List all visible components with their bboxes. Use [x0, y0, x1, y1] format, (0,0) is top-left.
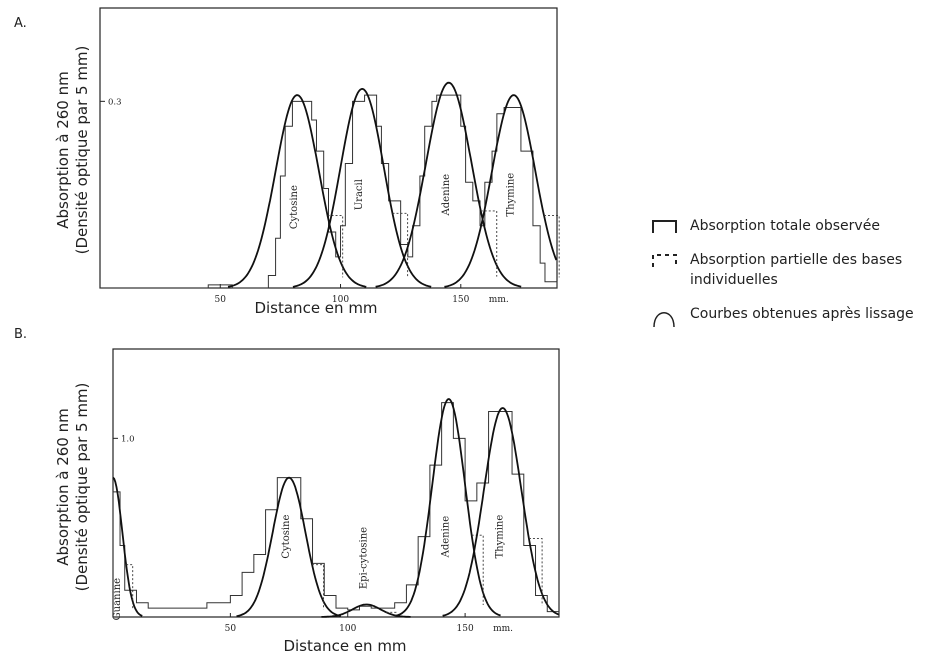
- legend-item-smooth: Courbes obtenues après lissage: [650, 304, 945, 338]
- panel-a-partial-step-adenine: [480, 210, 498, 277]
- panel-b-x-axis-label: Distance en mm: [283, 637, 407, 655]
- solid-step-icon: [652, 220, 677, 233]
- panel-a-x-tick-label: 50: [215, 295, 227, 305]
- legend-label-partial: Absorption partielle des bases individue…: [690, 252, 903, 288]
- panel-b-peak-label-cytosine: Cytosine: [281, 515, 292, 559]
- panel-a-peak-label-adenine: Adenine: [441, 174, 452, 217]
- panel-a-peak-label-uracil: Uracil: [354, 179, 365, 210]
- panel-b-x-tick-label: 100: [339, 624, 356, 634]
- panel-a-partial-step-thymine: [544, 215, 560, 278]
- panel-b-partial-step-guanine: [126, 564, 134, 610]
- panel-b-y-tick-label: 1.0: [121, 434, 135, 444]
- panel-a-plot-frame: [99, 7, 558, 289]
- panel-b-peak-label-thymine: Thymine: [495, 515, 506, 559]
- panel-a-smooth-curve-thymine: [444, 94, 558, 288]
- panel-a-letter: A.: [14, 16, 27, 31]
- panel-b-x-unit-label: mm.: [493, 624, 513, 634]
- panel-b-peak-label-epi-cytosine: Epi-cytosine: [359, 527, 370, 589]
- panel-b-partial-step-cytosine: [312, 564, 325, 610]
- arch-curve-icon: [653, 312, 675, 328]
- legend-label-total: Absorption totale observée: [690, 218, 880, 234]
- panel-a-peak-label-thymine: Thymine: [506, 173, 517, 217]
- panel-a-smooth-curve-adenine: [375, 81, 522, 288]
- panel-a-x-unit-label: mm.: [489, 295, 509, 305]
- panel-b-x-tick-label: 50: [225, 624, 237, 634]
- panel-a-smooth-curve-uracil: [292, 87, 432, 288]
- panel-a-x-tick-label: 100: [332, 295, 349, 305]
- legend: Absorption totale observée Absorption pa…: [650, 216, 945, 338]
- panel-a-partial-step-cytosine: [327, 215, 344, 278]
- panel-a-peak-label-cytosine: Cytosine: [289, 185, 300, 229]
- panel-a-smooth-curve-cytosine: [227, 94, 367, 288]
- panel-b-peak-label-adenine: Adenine: [441, 516, 452, 559]
- legend-item-total: Absorption totale observée: [650, 216, 945, 250]
- panel-b-plot-frame: [112, 348, 560, 618]
- panel-a-x-axis-label: Distance en mm: [254, 299, 378, 317]
- panel-b-x-tick-label: 150: [457, 624, 474, 634]
- legend-item-partial: Absorption partielle des bases individue…: [650, 250, 945, 304]
- panel-b-partial-step-thymine: [528, 538, 543, 606]
- panel-a-x-tick-label: 150: [452, 295, 469, 305]
- dashed-step-icon: [652, 254, 677, 267]
- panel-a-y-tick-label: 0.3: [108, 97, 122, 107]
- panel-a-partial-step-uracil: [392, 212, 409, 278]
- panel-b-letter: B.: [14, 327, 28, 342]
- panel-a-observed-step-series: [100, 94, 558, 289]
- legend-label-smooth: Courbes obtenues après lissage: [690, 306, 914, 322]
- panel-b-peak-label-guanine: Guanine: [112, 578, 123, 620]
- panel-b-smooth-curve-guanine: [112, 476, 143, 617]
- panel-b-smooth-curve-adenine: [395, 398, 501, 617]
- panel-b-smooth-curve-thymine: [442, 407, 560, 617]
